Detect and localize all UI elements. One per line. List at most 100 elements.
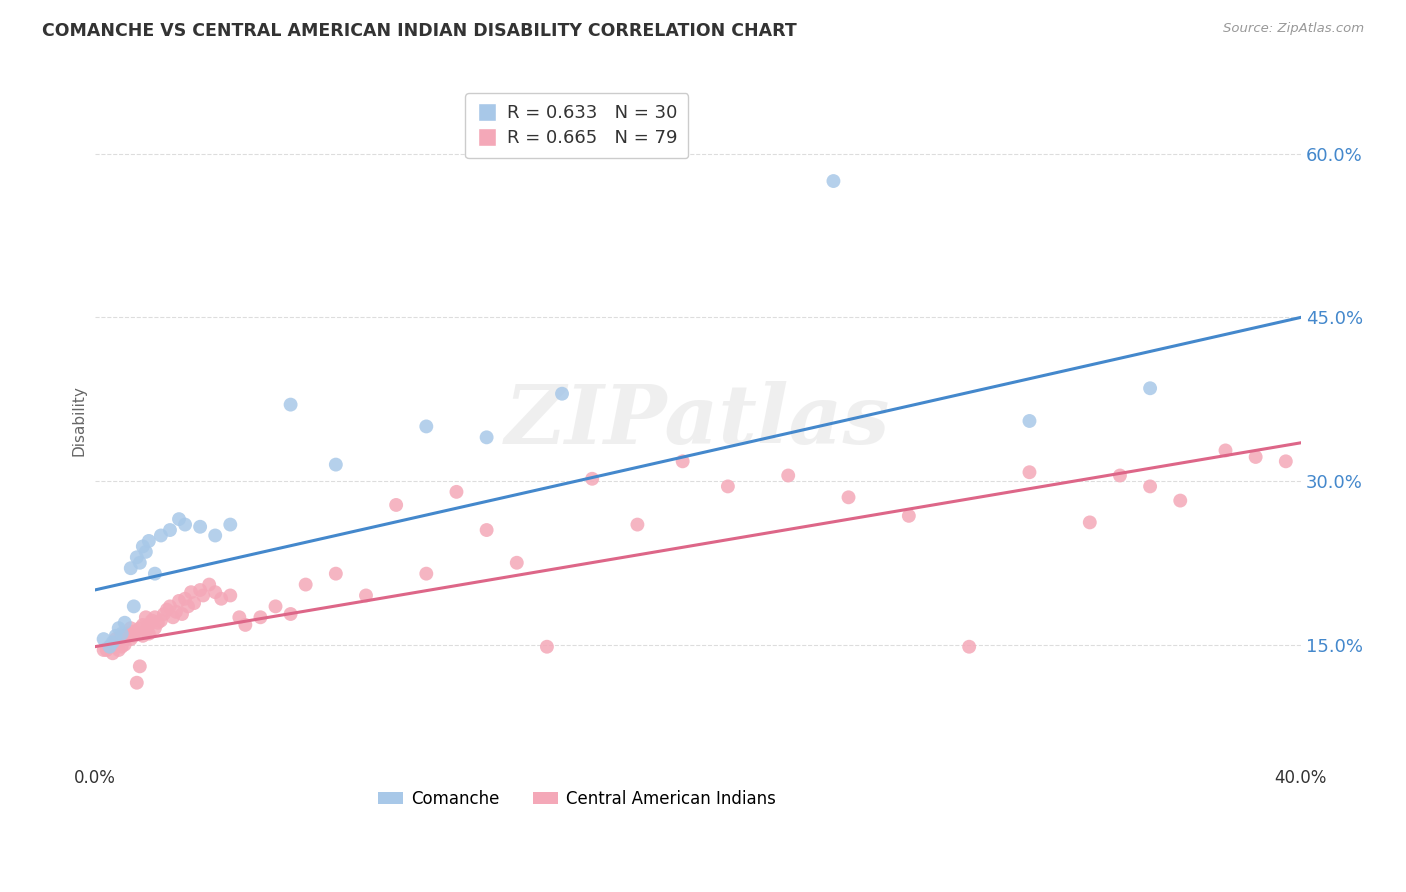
Text: Source: ZipAtlas.com: Source: ZipAtlas.com xyxy=(1223,22,1364,36)
Point xyxy=(415,566,437,581)
Point xyxy=(138,533,160,548)
Point xyxy=(122,599,145,614)
Point xyxy=(162,610,184,624)
Point xyxy=(354,589,377,603)
Point xyxy=(235,618,257,632)
Point xyxy=(114,638,136,652)
Point xyxy=(143,621,166,635)
Point xyxy=(120,621,142,635)
Point xyxy=(132,618,155,632)
Point xyxy=(188,520,211,534)
Point xyxy=(415,419,437,434)
Point xyxy=(98,640,121,654)
Legend: Comanche, Central American Indians: Comanche, Central American Indians xyxy=(371,783,783,814)
Point xyxy=(1018,414,1040,428)
Point xyxy=(778,468,800,483)
Point xyxy=(128,556,150,570)
Point xyxy=(93,643,115,657)
Point xyxy=(111,626,134,640)
Point xyxy=(551,386,574,401)
Point xyxy=(446,484,468,499)
Point xyxy=(1109,468,1132,483)
Point xyxy=(1139,479,1161,493)
Point xyxy=(132,540,155,554)
Point xyxy=(1275,454,1298,468)
Point xyxy=(101,635,124,649)
Point xyxy=(1168,493,1191,508)
Point xyxy=(96,643,118,657)
Point xyxy=(672,454,695,468)
Point xyxy=(122,629,145,643)
Point xyxy=(385,498,408,512)
Text: ZIPatlas: ZIPatlas xyxy=(505,381,890,461)
Point xyxy=(135,624,157,639)
Point xyxy=(294,577,316,591)
Point xyxy=(159,599,181,614)
Point xyxy=(111,640,134,654)
Point xyxy=(191,589,214,603)
Point xyxy=(101,646,124,660)
Point xyxy=(188,582,211,597)
Point xyxy=(219,589,242,603)
Point xyxy=(180,585,202,599)
Point xyxy=(204,585,226,599)
Point xyxy=(1244,450,1267,464)
Point xyxy=(1078,516,1101,530)
Point xyxy=(219,517,242,532)
Point xyxy=(107,621,129,635)
Point xyxy=(104,632,127,646)
Point xyxy=(146,615,169,630)
Point xyxy=(114,615,136,630)
Point xyxy=(107,635,129,649)
Point xyxy=(626,517,648,532)
Point xyxy=(198,577,221,591)
Point xyxy=(581,472,603,486)
Point xyxy=(209,591,232,606)
Point xyxy=(167,512,190,526)
Point xyxy=(128,659,150,673)
Point xyxy=(174,591,197,606)
Point xyxy=(120,632,142,646)
Text: COMANCHE VS CENTRAL AMERICAN INDIAN DISABILITY CORRELATION CHART: COMANCHE VS CENTRAL AMERICAN INDIAN DISA… xyxy=(42,22,797,40)
Point xyxy=(149,614,172,628)
Point xyxy=(249,610,271,624)
Point xyxy=(183,596,205,610)
Point xyxy=(153,607,176,621)
Point xyxy=(143,610,166,624)
Point xyxy=(204,528,226,542)
Point xyxy=(957,640,980,654)
Point xyxy=(128,621,150,635)
Point xyxy=(135,545,157,559)
Point xyxy=(838,491,860,505)
Point xyxy=(98,640,121,654)
Point xyxy=(104,629,127,643)
Point xyxy=(117,626,139,640)
Point xyxy=(264,599,287,614)
Point xyxy=(141,614,163,628)
Point xyxy=(107,643,129,657)
Point xyxy=(170,607,193,621)
Point xyxy=(149,528,172,542)
Point xyxy=(536,640,558,654)
Point xyxy=(156,602,179,616)
Point xyxy=(104,640,127,654)
Point xyxy=(475,523,498,537)
Point xyxy=(228,610,250,624)
Point xyxy=(93,632,115,646)
Point xyxy=(1215,443,1237,458)
Point xyxy=(111,629,134,643)
Point xyxy=(280,398,302,412)
Point xyxy=(132,629,155,643)
Point xyxy=(475,430,498,444)
Point xyxy=(325,458,347,472)
Point xyxy=(143,566,166,581)
Y-axis label: Disability: Disability xyxy=(72,385,86,457)
Point xyxy=(125,550,148,565)
Point xyxy=(717,479,740,493)
Point xyxy=(177,599,200,614)
Point xyxy=(138,626,160,640)
Point xyxy=(122,624,145,639)
Point xyxy=(167,594,190,608)
Point xyxy=(135,610,157,624)
Point xyxy=(823,174,845,188)
